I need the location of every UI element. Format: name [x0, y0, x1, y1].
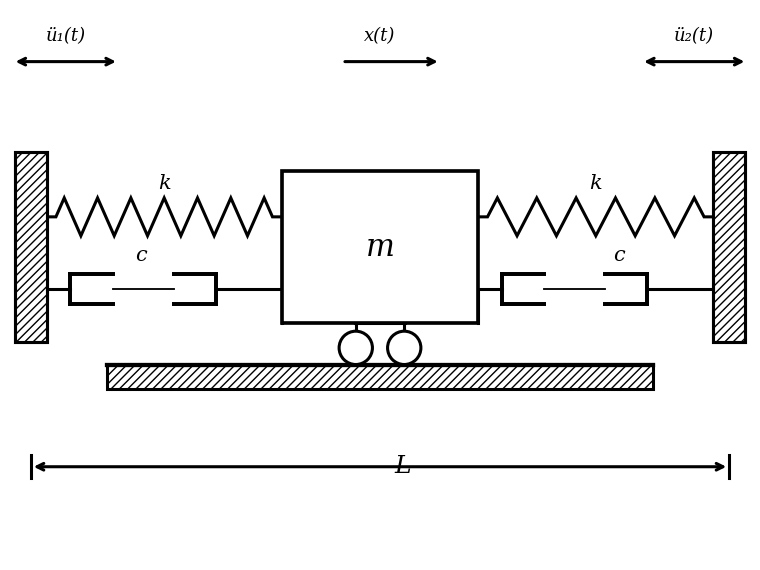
- Text: ü₂(t): ü₂(t): [674, 27, 714, 45]
- Text: ü₁(t): ü₁(t): [46, 27, 86, 45]
- Text: m: m: [366, 231, 394, 263]
- Bar: [713, 153, 745, 342]
- Bar: [15, 153, 47, 342]
- Circle shape: [339, 331, 372, 364]
- Bar: [281, 172, 479, 323]
- Text: c: c: [613, 246, 625, 264]
- Text: k: k: [590, 174, 602, 193]
- Bar: [107, 364, 653, 389]
- Text: x(t): x(t): [364, 27, 396, 45]
- Bar: [15, 153, 47, 342]
- Text: L: L: [394, 455, 411, 478]
- Text: c: c: [135, 246, 147, 264]
- Circle shape: [388, 331, 421, 364]
- Text: k: k: [158, 174, 170, 193]
- Bar: [713, 153, 745, 342]
